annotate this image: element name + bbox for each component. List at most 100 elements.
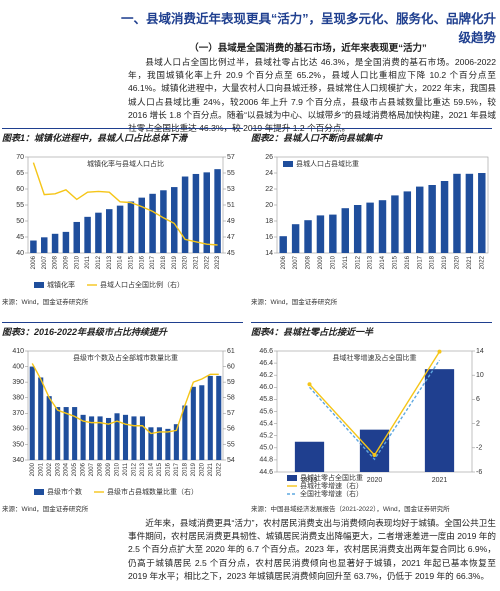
tick-label: 380 xyxy=(12,395,24,402)
x-tick-label: 2017 xyxy=(150,255,156,269)
x-tick-label: 2020 xyxy=(455,255,461,269)
legend-label: 全国社零增速（右） xyxy=(300,489,363,498)
x-tick-label: 2007 xyxy=(293,255,299,269)
bar xyxy=(97,416,103,460)
tick-label: 390 xyxy=(12,379,24,386)
x-tick-label: 2015 xyxy=(157,462,163,476)
tick-label: 40 xyxy=(16,250,24,257)
legend-swatch xyxy=(34,282,44,288)
tick-label: 24 xyxy=(265,170,273,177)
bar xyxy=(465,173,474,253)
bar xyxy=(440,181,449,253)
figure-title: 图表3：2016-2022年县级市占比持续提升 xyxy=(2,322,243,338)
bar xyxy=(329,214,337,253)
tick-label: 59 xyxy=(227,379,235,386)
tick-label: 360 xyxy=(12,426,24,433)
x-tick-label: 2019 xyxy=(442,255,448,269)
bar xyxy=(366,202,374,253)
bar xyxy=(80,414,86,460)
x-tick-label: 2009 xyxy=(106,462,112,476)
chart-subtitle: 县级市个数及占全部城市数量比重 xyxy=(73,353,178,362)
bar xyxy=(89,416,95,460)
bar xyxy=(171,187,178,253)
bar xyxy=(41,237,48,253)
bar xyxy=(72,407,78,460)
x-tick-label: 2015 xyxy=(392,255,398,269)
header: 一、县域消费近年表现更具“活力”，呈现多元化、服务化、品牌化升级趋势 xyxy=(120,12,496,45)
bar xyxy=(478,173,486,253)
tick-label: 14 xyxy=(476,348,484,355)
bar xyxy=(424,369,455,472)
tick-label: 2 xyxy=(476,420,480,427)
x-tick-label: 2019 xyxy=(172,255,178,269)
tick-label: 70 xyxy=(16,154,24,161)
bar xyxy=(149,193,156,253)
bar xyxy=(341,208,349,253)
x-tick-label: 2010 xyxy=(330,255,336,269)
x-tick-label: 2019 xyxy=(191,462,197,476)
bar xyxy=(127,201,135,253)
bar xyxy=(192,173,200,253)
x-tick-label: 2016 xyxy=(405,255,411,269)
bar xyxy=(182,405,188,460)
legend-label: 县城社零占全国比重 xyxy=(300,473,363,482)
x-tick-label: 2006 xyxy=(81,462,87,476)
tick-label: 57 xyxy=(227,154,235,161)
tick-label: 47 xyxy=(227,234,235,241)
x-tick-label: 2014 xyxy=(380,255,386,269)
bar xyxy=(38,377,44,460)
marker xyxy=(437,349,442,354)
x-tick-label: 2013 xyxy=(368,255,374,269)
bar xyxy=(181,176,189,253)
bar xyxy=(403,191,412,253)
bar xyxy=(114,413,120,460)
bar xyxy=(203,172,210,253)
tick-label: 60 xyxy=(16,186,24,193)
bar xyxy=(139,416,145,460)
tick-label: 55 xyxy=(16,202,24,209)
legend-swatch xyxy=(34,489,44,495)
x-tick-label: 2014 xyxy=(149,462,155,476)
tick-label: 18 xyxy=(265,218,273,225)
tick-label: 46.4 xyxy=(259,360,273,367)
x-tick-label: 2023 xyxy=(215,255,221,269)
bar xyxy=(148,427,154,460)
figure-title: 图表1：城镇化进程中，县城人口占比总体下滑 xyxy=(2,128,243,144)
x-tick-label: 2008 xyxy=(53,255,59,269)
bar xyxy=(62,231,70,253)
tick-label: 44.8 xyxy=(259,457,273,464)
tick-label: 46.2 xyxy=(259,372,273,379)
bar xyxy=(84,216,91,253)
x-tick-label: 2011 xyxy=(123,462,129,476)
x-tick-label: 2022 xyxy=(216,462,222,476)
x-tick-label: 2001 xyxy=(38,462,44,476)
x-tick-label: 2002 xyxy=(47,462,53,476)
bar xyxy=(63,407,69,460)
tick-label: -2 xyxy=(476,445,482,452)
figure-title: 图表2：县城人口不断向县城集中 xyxy=(251,128,492,144)
chart: 340 350 360 370 380 390 400 410 54 55 56 57 58 59 60 61… xyxy=(12,348,235,496)
tick-label: 49 xyxy=(227,218,235,225)
bar xyxy=(131,416,137,460)
bar xyxy=(190,386,196,460)
bar xyxy=(378,200,387,253)
x-tick-label: 2009 xyxy=(318,255,324,269)
tick-label: 45.8 xyxy=(259,396,273,403)
tick-label: 16 xyxy=(265,234,273,241)
x-tick-label: 2012 xyxy=(132,462,138,476)
bar xyxy=(304,220,312,253)
tick-label: 50 xyxy=(16,218,24,225)
bar xyxy=(160,190,167,253)
x-tick-label: 2021 xyxy=(193,255,199,269)
tick-label: 20 xyxy=(265,202,273,209)
bar xyxy=(165,428,171,460)
x-tick-label: 2021 xyxy=(432,477,448,484)
bar xyxy=(138,197,145,253)
tick-label: 410 xyxy=(12,348,24,355)
x-tick-label: 2011 xyxy=(343,255,349,269)
x-tick-label: 2008 xyxy=(306,255,312,269)
bar xyxy=(199,385,205,460)
tick-label: -6 xyxy=(476,469,482,476)
